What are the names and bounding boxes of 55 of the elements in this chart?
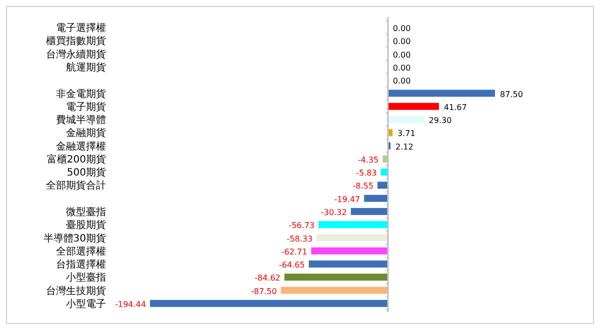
data-label: -64.65	[279, 260, 305, 270]
y-tick-label: 全部選擇權	[56, 245, 106, 258]
data-label: 0.00	[392, 50, 411, 60]
bar	[364, 194, 388, 202]
data-label: 0.00	[392, 24, 411, 34]
data-label: 0.00	[392, 76, 411, 86]
y-tick-label: 非金電期貨	[56, 88, 106, 100]
data-label: -194.44	[115, 300, 146, 309]
y-tick-label: 小型臺指	[66, 272, 106, 284]
data-label: -56.73	[288, 221, 315, 230]
data-label: 29.30	[428, 116, 452, 126]
data-label: 3.71	[397, 129, 416, 138]
bar	[350, 208, 388, 215]
y-tick-label: 富櫃200期貨	[46, 153, 106, 166]
y-tick-label: 小型電子	[66, 298, 106, 310]
y-tick-label: 航運期貨	[66, 61, 106, 74]
bar	[377, 182, 388, 189]
data-label: -58.33	[286, 234, 313, 244]
bar	[388, 90, 495, 97]
data-label: -87.50	[251, 286, 277, 296]
data-label: -5.83	[356, 168, 377, 178]
y-tick-label: 電子期貨	[66, 100, 106, 113]
bar	[280, 286, 388, 294]
bar	[388, 102, 439, 110]
y-tick-label: 半導體30期貨	[43, 232, 106, 244]
data-label: 87.50	[500, 90, 523, 99]
y-tick-label: 櫃買指數期貨	[46, 35, 106, 48]
y-tick-label: 全部期貨合計	[46, 180, 106, 192]
y-tick-label: 台灣生技期貨	[46, 284, 106, 297]
data-label: -84.62	[254, 274, 280, 283]
data-label: -4.35	[358, 155, 379, 164]
data-label: 0.00	[392, 63, 411, 72]
bar	[388, 116, 424, 124]
y-tick-label: 金融期貨	[66, 127, 106, 140]
bar	[150, 300, 388, 307]
bar	[316, 234, 388, 242]
data-label: 41.67	[444, 102, 467, 112]
bar	[284, 274, 388, 281]
y-tick-label: 500期貨	[66, 166, 106, 179]
y-tick-label: 金融選擇權	[56, 140, 106, 152]
data-label: -8.55	[352, 182, 374, 191]
bar	[318, 221, 388, 228]
y-tick-label: 臺股期貨	[66, 219, 106, 232]
bar	[308, 260, 388, 268]
data-label: 0.00	[392, 37, 411, 46]
bar	[311, 247, 388, 254]
y-tick-label: 電子選擇權	[56, 22, 106, 34]
data-label: -62.71	[281, 247, 308, 256]
y-tick-label: 台指選擇權	[56, 258, 106, 271]
data-label: 2.12	[396, 142, 414, 152]
y-tick-label: 費城半導體	[56, 114, 106, 126]
data-label: -30.32	[321, 208, 347, 217]
data-label: -19.47	[334, 194, 360, 204]
y-tick-label: 台灣永續期貨	[46, 48, 106, 60]
y-tick-label: 微型臺指	[66, 206, 106, 218]
